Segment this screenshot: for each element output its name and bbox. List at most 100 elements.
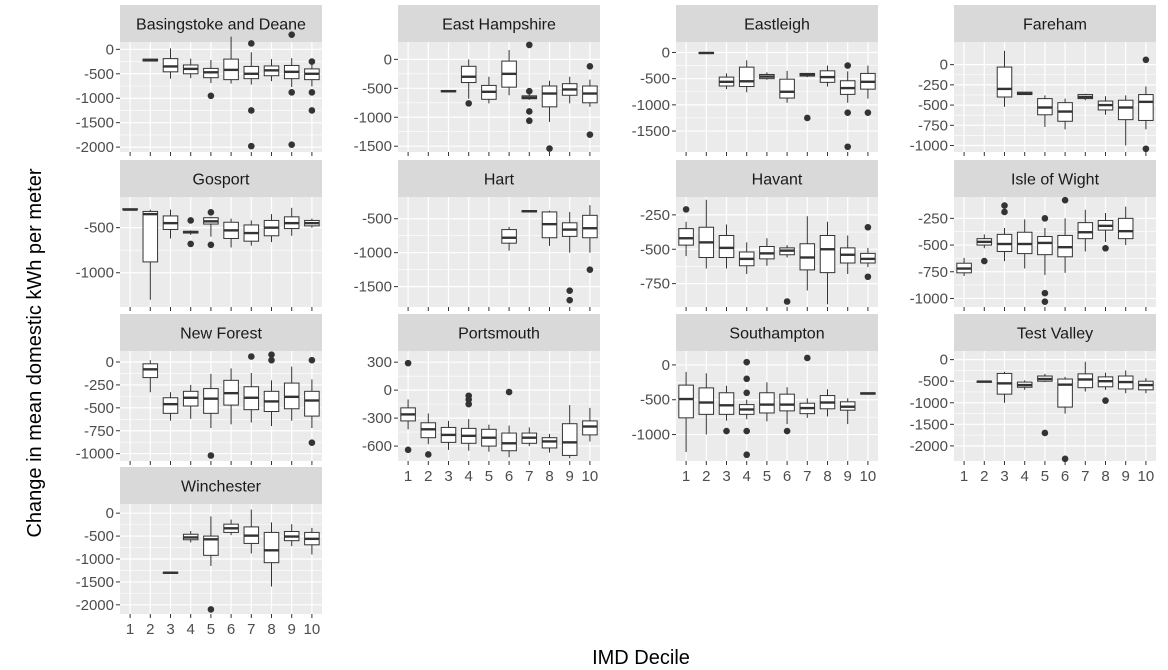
outlier-point — [404, 446, 412, 454]
box-decile-5 — [203, 60, 219, 100]
outlier-point — [804, 114, 811, 122]
x-tick-label: 1 — [126, 621, 134, 638]
facet-title: Hart — [484, 172, 515, 189]
outlier-point — [465, 396, 473, 403]
box-decile-4 — [182, 384, 199, 419]
outlier-point — [586, 131, 594, 138]
outlier-point — [1001, 208, 1008, 216]
outlier-point — [586, 63, 594, 70]
box-decile-2 — [142, 58, 159, 62]
x-tick-label: 10 — [304, 621, 321, 638]
y-tick-label: 0 — [384, 382, 392, 399]
x-tick-label: 2 — [146, 621, 154, 638]
y-tick-label: -2000 — [76, 139, 114, 156]
x-tick-label: 10 — [860, 468, 877, 485]
box-iqr — [162, 58, 179, 73]
outlier-point — [308, 439, 316, 446]
facet-strip — [398, 5, 600, 42]
box-decile-10 — [582, 63, 598, 138]
x-tick-label: 7 — [525, 468, 533, 485]
outlier-point — [505, 388, 513, 396]
y-tick-label: 0 — [662, 44, 670, 61]
outlier-point — [844, 62, 851, 69]
box-decile-3 — [996, 371, 1013, 403]
x-tick-label: 4 — [1021, 468, 1029, 485]
facet-strip — [954, 160, 1156, 197]
box-iqr — [1077, 222, 1094, 240]
outlier-point — [526, 87, 533, 95]
x-tick-label: 4 — [743, 468, 751, 485]
x-tick-label: 9 — [1122, 468, 1130, 485]
box-decile-10 — [860, 65, 876, 117]
x-tick-label: 10 — [1138, 468, 1155, 485]
box-iqr — [738, 66, 755, 88]
box-decile-6 — [501, 226, 517, 251]
y-tick-label: -500 — [640, 392, 670, 409]
outlier-point — [783, 427, 791, 435]
panel-background — [398, 42, 600, 152]
outlier-point — [187, 217, 194, 224]
outlier-point — [1041, 298, 1049, 305]
outlier-point — [844, 143, 851, 151]
box-decile-5 — [203, 373, 219, 459]
facet-fareham: Fareham 0 -250 -500 -750 -1000 — [910, 5, 1156, 156]
y-tick-label: -1000 — [76, 90, 114, 107]
outlier-point — [207, 92, 215, 100]
y-tick-label: -600 — [362, 438, 392, 455]
y-tick-label: -250 — [918, 210, 948, 227]
facet-strip — [676, 5, 878, 42]
outlier-point — [288, 141, 296, 148]
box-decile-7 — [243, 509, 260, 554]
box-decile-8 — [1097, 372, 1114, 404]
outlier-point — [248, 353, 255, 360]
y-tick-label: -250 — [84, 377, 114, 394]
box-iqr — [1037, 236, 1053, 256]
facet-strip — [954, 314, 1156, 351]
box-decile-6 — [223, 368, 239, 425]
y-tick-label: 0 — [940, 57, 948, 74]
box-iqr — [678, 384, 694, 419]
panel-background — [954, 42, 1156, 152]
x-tick-label: 2 — [424, 468, 432, 485]
facet-strip — [676, 160, 878, 197]
outlier-point — [1102, 397, 1109, 404]
y-tick-label: -500 — [84, 400, 114, 417]
panel-background — [398, 197, 600, 307]
box-decile-5 — [759, 382, 775, 422]
box-iqr — [243, 65, 260, 80]
y-tick-label: -1000 — [76, 446, 114, 463]
y-tick-label: -500 — [84, 66, 114, 83]
box-iqr — [698, 387, 715, 415]
outlier-point — [207, 452, 215, 459]
facet-title: Portsmouth — [458, 326, 540, 343]
facet-title: New Forest — [180, 326, 262, 343]
outlier-point — [1061, 196, 1069, 204]
y-tick-label: -750 — [918, 264, 948, 281]
box-decile-8 — [263, 214, 280, 243]
x-tick-label: 5 — [207, 621, 215, 638]
y-tick-label: -500 — [918, 373, 948, 390]
box-decile-10 — [304, 58, 320, 114]
y-tick-label: -1500 — [76, 115, 114, 132]
box-decile-2 — [142, 209, 159, 300]
facet-title: Winchester — [181, 479, 262, 496]
box-decile-6 — [1057, 196, 1073, 273]
outlier-point — [743, 375, 750, 383]
facet-title: Test Valley — [1017, 326, 1093, 343]
y-tick-label: 0 — [384, 51, 392, 68]
y-tick-label: -750 — [84, 423, 114, 440]
box-decile-9 — [283, 31, 300, 148]
box-decile-8 — [819, 221, 836, 305]
panel-background — [954, 197, 1156, 307]
facet-strip — [120, 5, 322, 42]
box-iqr — [759, 392, 775, 414]
outlier-point — [465, 400, 473, 408]
box-decile-1 — [400, 359, 416, 454]
outlier-point — [248, 107, 255, 114]
y-tick-label: -250 — [918, 77, 948, 94]
x-tick-label: 6 — [1061, 468, 1069, 485]
y-tick-label: -1000 — [76, 265, 114, 282]
box-decile-7 — [1077, 361, 1094, 392]
y-tick-label: -1500 — [354, 138, 392, 155]
box-decile-5 — [481, 424, 497, 452]
